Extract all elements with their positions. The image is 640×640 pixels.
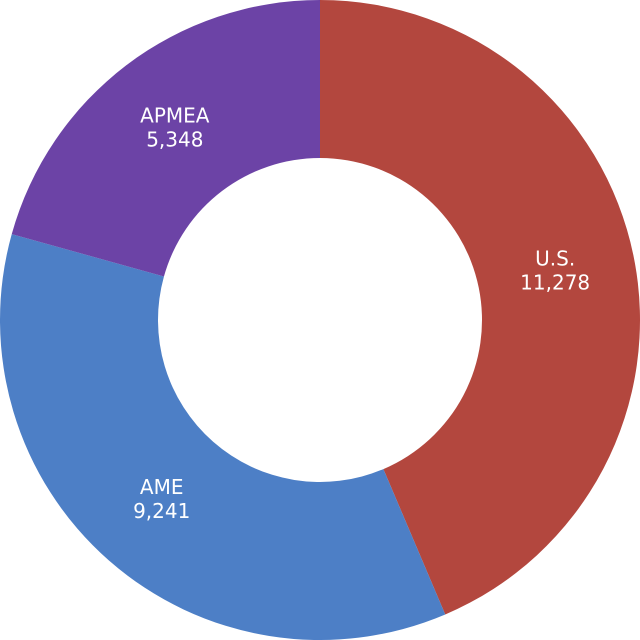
- slice-value-label: 9,241: [133, 499, 190, 523]
- slice-value-label: 11,278: [520, 271, 590, 295]
- slice-label: APMEA: [140, 103, 210, 127]
- slice-label: U.S.: [535, 247, 575, 271]
- donut-slice: [0, 234, 446, 640]
- donut-slice: [320, 0, 640, 615]
- slice-value-label: 5,348: [146, 127, 203, 151]
- donut-slice: [11, 0, 320, 277]
- slice-label: AME: [140, 475, 184, 499]
